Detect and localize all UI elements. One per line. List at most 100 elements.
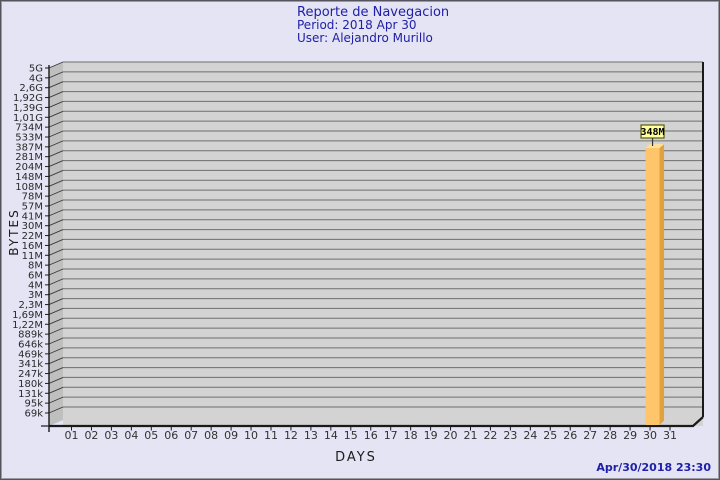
wall-diagonal bbox=[48, 150, 64, 158]
wall-diagonal bbox=[48, 268, 64, 276]
y-tick-label: 8M bbox=[28, 261, 43, 272]
y-tick-label: 22M bbox=[22, 231, 43, 242]
x-tick-label: 30 bbox=[643, 429, 657, 442]
wall-diagonals bbox=[48, 61, 64, 414]
wall-diagonal bbox=[48, 396, 64, 404]
y-tick-label: 1,69M bbox=[12, 310, 43, 321]
y-tick-label: 4G bbox=[29, 73, 43, 84]
y-tick-label: 108M bbox=[15, 182, 43, 193]
y-tick-label: 734M bbox=[15, 123, 43, 134]
wall-diagonal bbox=[48, 91, 64, 98]
y-tick-label: 341k bbox=[18, 359, 43, 370]
y-tick-label: 247k bbox=[18, 369, 43, 380]
x-axis-labels: 01 02 03 04 05 06 07 08 09 10 11 12 13 14 15 16 17 18 19 20… bbox=[65, 429, 678, 442]
x-tick-label: 08 bbox=[204, 429, 218, 442]
wall-diagonal bbox=[48, 298, 64, 305]
y-tick-label: 57M bbox=[22, 201, 43, 212]
y-tick-label: 646k bbox=[18, 339, 43, 350]
wall-diagonal bbox=[48, 377, 64, 384]
y-tick-label: 11M bbox=[22, 251, 43, 262]
wall-diagonal bbox=[48, 110, 64, 118]
x-tick-label: 14 bbox=[324, 429, 338, 442]
y-tick-label: 2,6G bbox=[19, 83, 43, 94]
y-tick-label: 1,39G bbox=[13, 103, 43, 114]
bar-value-box bbox=[640, 124, 665, 139]
y-tick-label: 16M bbox=[22, 241, 43, 252]
x-tick-label: 19 bbox=[424, 429, 438, 442]
wall-diagonal bbox=[48, 120, 64, 128]
wall-diagonal bbox=[48, 288, 64, 296]
y-tick-label: 78M bbox=[22, 192, 43, 203]
x-tick-label: 28 bbox=[603, 429, 617, 442]
y-tick-label: 281M bbox=[15, 152, 43, 163]
y-axis-labels: 5G4G2,6G1,92G1,39G1,01G734M533M387M281M2… bbox=[12, 64, 43, 420]
wall-diagonal bbox=[48, 170, 64, 177]
wall-diagonal bbox=[48, 327, 64, 335]
x-axis-title: DAYS bbox=[335, 450, 377, 465]
report-period: Period: 2018 Apr 30 bbox=[297, 18, 417, 32]
wall-diagonal bbox=[48, 160, 64, 167]
x-tick-label: 07 bbox=[184, 429, 198, 442]
x-tick-label: 15 bbox=[344, 429, 358, 442]
report-header: Reporte de Navegacion Period: 2018 Apr 3… bbox=[297, 6, 449, 44]
wall-diagonal bbox=[48, 386, 64, 394]
x-tick-label: 21 bbox=[464, 429, 478, 442]
x-tick-label: 23 bbox=[503, 429, 517, 442]
y-tick-label: 41M bbox=[22, 211, 43, 222]
x-tick-label: 05 bbox=[144, 429, 158, 442]
x-tick-label: 31 bbox=[663, 429, 677, 442]
wall-diagonal bbox=[48, 248, 64, 256]
y-tick-label: 148M bbox=[15, 172, 43, 183]
x-tick-label: 06 bbox=[164, 429, 178, 442]
y-tick-label: 469k bbox=[18, 349, 43, 360]
wall-diagonal bbox=[48, 337, 64, 345]
wall-diagonal bbox=[48, 179, 64, 187]
y-tick-label: 6M bbox=[28, 270, 43, 281]
wall-diagonal bbox=[48, 278, 64, 286]
wall-diagonal bbox=[48, 347, 64, 355]
bar-day-30: 348M bbox=[640, 124, 665, 425]
x-tick-label: 03 bbox=[104, 429, 118, 442]
x-tick-label: 29 bbox=[623, 429, 637, 442]
wall-diagonal bbox=[48, 317, 64, 325]
wall-diagonal bbox=[48, 229, 64, 236]
x-tick-label: 20 bbox=[444, 429, 458, 442]
x-tick-label: 22 bbox=[483, 429, 497, 442]
x-tick-label: 26 bbox=[563, 429, 577, 442]
wall-diagonal bbox=[48, 209, 64, 217]
bar-side bbox=[659, 144, 665, 425]
y-tick-label: 5G bbox=[29, 64, 43, 75]
gridlines bbox=[63, 61, 703, 408]
wall-diagonal bbox=[48, 308, 64, 315]
wall-diagonal bbox=[48, 81, 64, 89]
wall-diagonal bbox=[48, 61, 64, 69]
plot-area bbox=[63, 62, 703, 426]
y-tick-label: 533M bbox=[15, 132, 43, 143]
wall-diagonal bbox=[48, 101, 64, 108]
x-tick-label: 13 bbox=[304, 429, 318, 442]
x-tick-label: 27 bbox=[583, 429, 597, 442]
x-tick-label: 18 bbox=[404, 429, 418, 442]
y-tick-label: 3M bbox=[28, 290, 43, 301]
y-tick-label: 204M bbox=[15, 162, 43, 173]
report-title: Reporte de Navegacion bbox=[297, 5, 450, 20]
report-user: User: Alejandro Murillo bbox=[297, 30, 433, 45]
plot-bottom-edge bbox=[49, 416, 704, 428]
wall-diagonal bbox=[48, 130, 64, 138]
left-wall bbox=[49, 62, 63, 426]
x-tick-label: 24 bbox=[523, 429, 537, 442]
wall-diagonal bbox=[48, 239, 64, 246]
y-tick-label: 1,01G bbox=[13, 113, 43, 124]
y-tick-label: 180k bbox=[18, 379, 43, 390]
y-tick-label: 95k bbox=[24, 399, 43, 410]
y-tick-label: 4M bbox=[28, 280, 43, 291]
x-tick-label: 10 bbox=[244, 429, 258, 442]
y-tick-label: 1,92G bbox=[13, 93, 43, 104]
bar-top bbox=[645, 144, 665, 148]
y-tick-label: 69k bbox=[24, 408, 43, 419]
wall-diagonal bbox=[48, 140, 64, 148]
y-tick-label: 889k bbox=[18, 330, 43, 341]
x-tick-label: 16 bbox=[364, 429, 378, 442]
